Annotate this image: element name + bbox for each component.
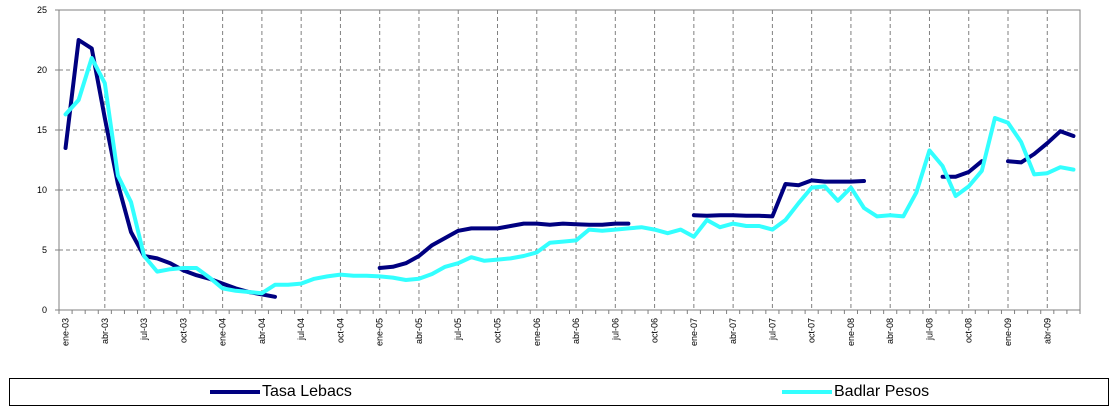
legend-item-badlar-pesos: Badlar Pesos (782, 382, 929, 402)
x-tick-label-oct-07: oct-07 (807, 318, 817, 343)
y-tick-label-15: 15 (37, 125, 47, 135)
x-tick-label-jul-05: jul-05 (453, 318, 463, 341)
x-tick-label-ene-03: ene-03 (61, 318, 71, 346)
x-tick-label-jul-03: jul-03 (139, 318, 149, 341)
x-tick-label-jul-08: jul-08 (924, 318, 934, 341)
y-tick-label-0: 0 (42, 305, 47, 315)
y-tick-label-20: 20 (37, 65, 47, 75)
x-tick-label-ene-09: ene-09 (1003, 318, 1013, 346)
x-tick-label-abr-07: abr-07 (728, 318, 738, 344)
series-line-tasa-lebacs (63, 38, 1076, 299)
x-tick-label-abr-05: abr-05 (414, 318, 424, 344)
x-tick-label-oct-08: oct-08 (964, 318, 974, 343)
legend-swatch-badlar-pesos (782, 390, 832, 394)
x-tick-label-ene-05: ene-05 (375, 318, 385, 346)
y-tick-label-5: 5 (42, 245, 47, 255)
legend: Tasa Lebacs Badlar Pesos (9, 378, 1109, 406)
y-tick-label-10: 10 (37, 185, 47, 195)
legend-item-tasa-lebacs: Tasa Lebacs (210, 382, 352, 402)
x-tick-label-abr-04: abr-04 (257, 318, 267, 344)
x-tick-label-ene-04: ene-04 (218, 318, 228, 346)
legend-label-badlar-pesos: Badlar Pesos (834, 383, 930, 400)
x-tick-label-oct-05: oct-05 (493, 318, 503, 343)
x-tick-label-jul-04: jul-04 (296, 318, 306, 341)
x-tick-label-oct-03: oct-03 (178, 318, 188, 343)
x-tick-label-oct-04: oct-04 (335, 318, 345, 343)
y-tick-label-25: 25 (37, 5, 47, 15)
x-tick-label-oct-06: oct-06 (650, 318, 660, 343)
x-tick-label-ene-07: ene-07 (689, 318, 699, 346)
x-tick-label-abr-09: abr-09 (1042, 318, 1052, 344)
series-line-badlar-pesos (63, 56, 1076, 296)
x-tick-label-abr-03: abr-03 (100, 318, 110, 344)
x-tick-label-ene-06: ene-06 (532, 318, 542, 346)
x-tick-label-abr-08: abr-08 (885, 318, 895, 344)
series-lines (63, 38, 1076, 299)
x-tick-label-jul-06: jul-06 (610, 318, 620, 341)
x-tick-label-ene-08: ene-08 (846, 318, 856, 346)
x-tick-label-abr-06: abr-06 (571, 318, 581, 344)
legend-swatch-tasa-lebacs (210, 390, 260, 394)
plot-area (58, 9, 1081, 311)
legend-label-tasa-lebacs: Tasa Lebacs (262, 383, 352, 400)
axes: 0 5 10 15 20 25 ene-03 abr-03 jul-03 oct-03 ene-04… (37, 5, 1081, 346)
x-tick-label-jul-07: jul-07 (767, 318, 777, 341)
